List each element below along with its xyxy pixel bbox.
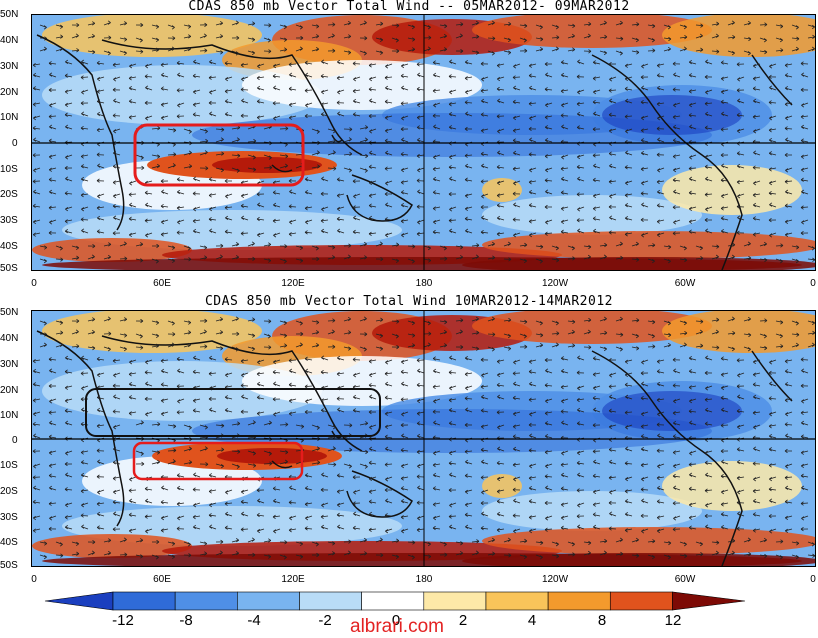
lat-label: 10N bbox=[0, 113, 30, 123]
lat-label: 40S bbox=[0, 538, 30, 548]
panel-2-title: CDAS 850 mb Vector Total Wind 10MAR2012-… bbox=[0, 295, 818, 309]
colorbar-label: -4 bbox=[247, 613, 260, 629]
lon-label: 0 bbox=[31, 279, 37, 289]
colorbar-label: 12 bbox=[665, 613, 682, 629]
lat-label: 40N bbox=[0, 36, 30, 46]
colorbar-arrow-right bbox=[672, 592, 745, 610]
colorbar-label: 2 bbox=[459, 613, 467, 629]
colorbar-label: 4 bbox=[528, 613, 536, 629]
lat-label: 0 bbox=[12, 139, 42, 149]
lon-label: 60E bbox=[153, 279, 171, 289]
lat-label: 50S bbox=[0, 264, 30, 274]
lat-label: 0 bbox=[12, 436, 42, 446]
colorbar-segment bbox=[610, 592, 672, 610]
panel-2-field bbox=[32, 311, 816, 567]
colorbar-segment bbox=[237, 592, 299, 610]
colorbar-label: -8 bbox=[179, 613, 192, 629]
lon-label: 120W bbox=[542, 575, 568, 585]
panel-2-map bbox=[31, 310, 816, 567]
lat-label: 30N bbox=[0, 62, 30, 72]
wind-speed-patch bbox=[482, 195, 702, 235]
panel-1-map bbox=[31, 14, 816, 271]
watermark: albrari.com bbox=[350, 616, 444, 638]
lat-label: 30N bbox=[0, 360, 30, 370]
lat-label: 20N bbox=[0, 88, 30, 98]
lat-label: 20N bbox=[0, 386, 30, 396]
lon-label: 120E bbox=[281, 575, 304, 585]
colorbar-label: -2 bbox=[318, 613, 331, 629]
colorbar-segment bbox=[113, 592, 175, 610]
colorbar-segment bbox=[486, 592, 548, 610]
colorbar-label: -12 bbox=[112, 613, 134, 629]
wind-speed-patch bbox=[482, 491, 702, 531]
lat-label: 50N bbox=[0, 308, 30, 318]
lon-label: 120E bbox=[281, 279, 304, 289]
lat-label: 20S bbox=[0, 487, 30, 497]
lon-label: 0 bbox=[31, 575, 37, 585]
lat-label: 10N bbox=[0, 411, 30, 421]
lat-label: 40S bbox=[0, 242, 30, 252]
lon-label: 180 bbox=[416, 279, 433, 289]
wind-speed-patch bbox=[32, 534, 192, 558]
lon-label: 0 bbox=[810, 575, 816, 585]
lon-label: 120W bbox=[542, 279, 568, 289]
lon-label: 180 bbox=[416, 575, 433, 585]
lon-label: 60E bbox=[153, 575, 171, 585]
panel-1-title: CDAS 850 mb Vector Total Wind -- 05MAR20… bbox=[0, 0, 818, 14]
westerly-jet-core bbox=[212, 157, 322, 173]
lat-label: 50N bbox=[0, 10, 30, 20]
color-bar bbox=[0, 589, 818, 613]
colorbar-label: 8 bbox=[598, 613, 606, 629]
colorbar-segment bbox=[548, 592, 610, 610]
lat-label: 30S bbox=[0, 216, 30, 226]
lat-label: 10S bbox=[0, 461, 30, 471]
wind-speed-patch bbox=[32, 238, 192, 262]
colorbar-segment bbox=[299, 592, 361, 610]
colorbar-arrow-left bbox=[45, 592, 113, 610]
lat-label: 50S bbox=[0, 561, 30, 571]
lon-label: 60W bbox=[675, 279, 696, 289]
lat-label: 40N bbox=[0, 334, 30, 344]
colorbar-segment bbox=[175, 592, 237, 610]
lat-label: 20S bbox=[0, 190, 30, 200]
lat-label: 10S bbox=[0, 165, 30, 175]
panel-1-field bbox=[32, 15, 816, 271]
colorbar-segment bbox=[362, 592, 424, 610]
lon-label: 0 bbox=[810, 279, 816, 289]
colorbar-segment bbox=[424, 592, 486, 610]
lon-label: 60W bbox=[675, 575, 696, 585]
lat-label: 30S bbox=[0, 513, 30, 523]
